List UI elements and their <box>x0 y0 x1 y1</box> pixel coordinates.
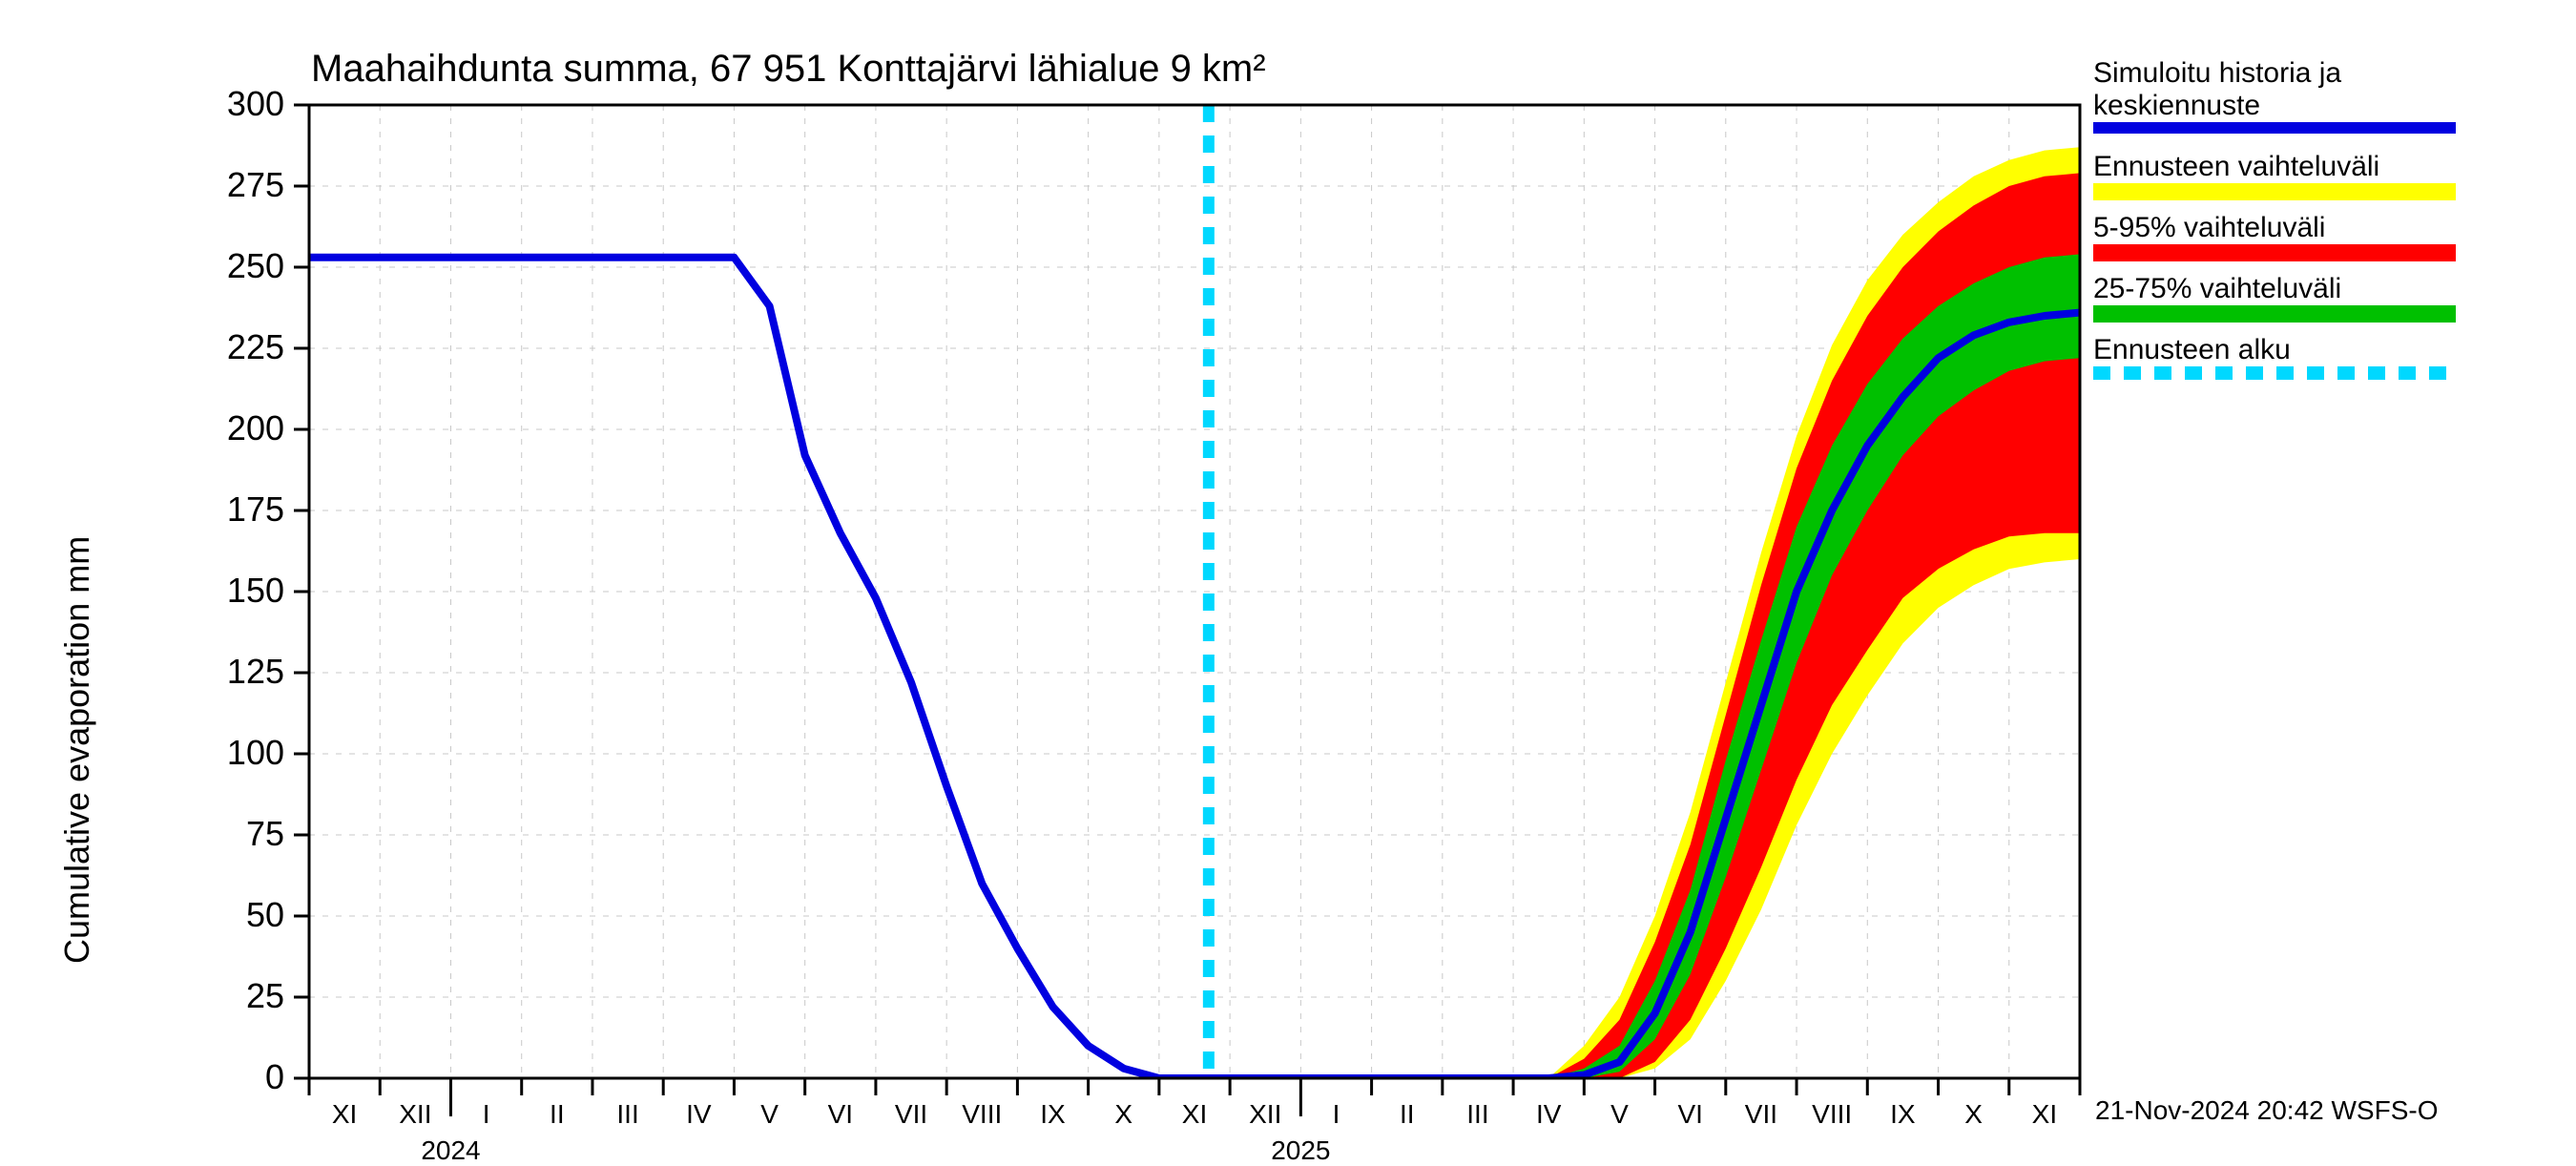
y-tick-label: 250 <box>198 246 284 286</box>
x-tick-label: V <box>1610 1099 1629 1130</box>
x-tick-label: XII <box>1249 1099 1281 1130</box>
legend-label: 5-95% vaihteluväli <box>2093 212 2325 244</box>
x-year-label: 2024 <box>421 1135 480 1166</box>
x-tick-label: IX <box>1890 1099 1915 1130</box>
x-tick-label: II <box>1400 1099 1415 1130</box>
legend-label: 25-75% vaihteluväli <box>2093 273 2341 305</box>
legend-label: Ennusteen vaihteluväli <box>2093 151 2379 183</box>
x-tick-label: IX <box>1040 1099 1065 1130</box>
x-tick-label: IV <box>686 1099 711 1130</box>
legend-swatch <box>2093 122 2456 134</box>
x-tick-label: I <box>483 1099 490 1130</box>
y-tick-label: 200 <box>198 408 284 448</box>
x-tick-label: VIII <box>1812 1099 1852 1130</box>
x-tick-label: II <box>550 1099 565 1130</box>
x-tick-label: I <box>1333 1099 1340 1130</box>
x-tick-label: III <box>1466 1099 1488 1130</box>
y-tick-label: 150 <box>198 571 284 611</box>
legend-label: Ennusteen alku <box>2093 334 2291 366</box>
x-tick-label: V <box>760 1099 779 1130</box>
x-tick-label: XII <box>399 1099 431 1130</box>
x-tick-label: VII <box>895 1099 927 1130</box>
x-tick-label: IV <box>1536 1099 1561 1130</box>
x-tick-label: X <box>1114 1099 1132 1130</box>
y-tick-label: 25 <box>198 976 284 1016</box>
x-year-label: 2025 <box>1271 1135 1330 1166</box>
y-tick-label: 300 <box>198 84 284 124</box>
x-tick-label: VI <box>1677 1099 1702 1130</box>
x-tick-label: X <box>1964 1099 1983 1130</box>
legend-swatch <box>2093 244 2456 261</box>
y-tick-label: 0 <box>198 1057 284 1097</box>
y-tick-label: 100 <box>198 733 284 773</box>
y-tick-label: 175 <box>198 489 284 530</box>
legend-label: keskiennuste <box>2093 90 2260 122</box>
x-tick-label: III <box>616 1099 638 1130</box>
bands <box>1548 147 2080 1078</box>
chart-footer: 21-Nov-2024 20:42 WSFS-O <box>2095 1095 2439 1126</box>
chart-container: Maahaihdunta summa, 67 951 Konttajärvi l… <box>0 0 2576 1145</box>
y-tick-label: 75 <box>198 814 284 854</box>
y-tick-label: 50 <box>198 895 284 935</box>
y-tick-label: 125 <box>198 652 284 692</box>
x-tick-label: XI <box>2032 1099 2057 1130</box>
legend-label: Simuloitu historia ja <box>2093 57 2341 90</box>
legend-swatch <box>2093 305 2456 323</box>
legend-swatch <box>2093 366 2456 380</box>
x-tick-label: VI <box>828 1099 853 1130</box>
legend-swatch <box>2093 183 2456 200</box>
y-tick-label: 225 <box>198 327 284 367</box>
x-tick-label: VII <box>1745 1099 1777 1130</box>
y-tick-label: 275 <box>198 165 284 205</box>
x-tick-label: XI <box>1182 1099 1207 1130</box>
x-tick-label: VIII <box>962 1099 1002 1130</box>
x-tick-label: XI <box>332 1099 357 1130</box>
